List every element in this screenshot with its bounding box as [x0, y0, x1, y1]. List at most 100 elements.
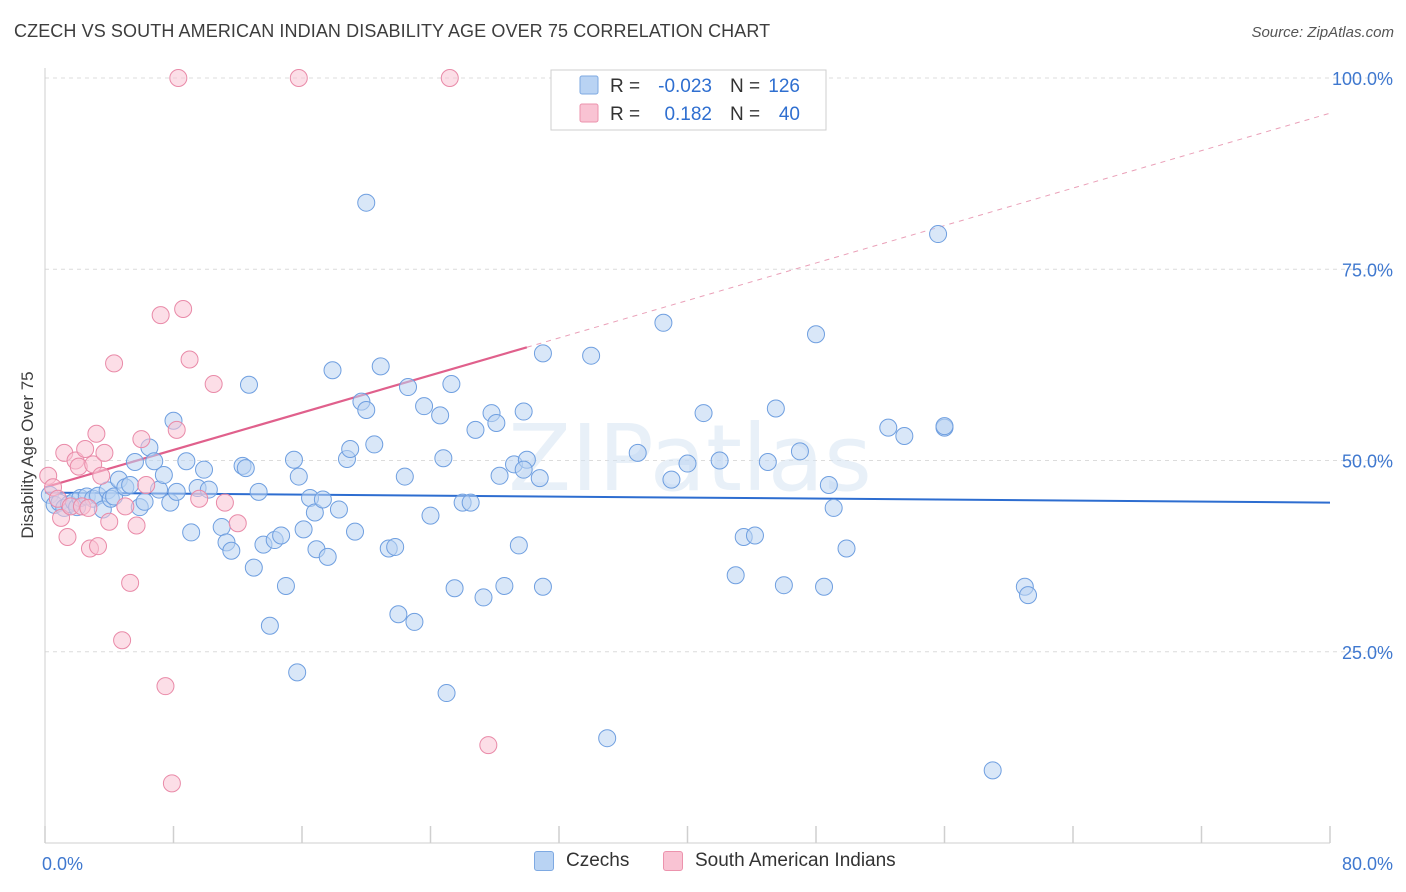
stats-swatch-south-american-indians: [579, 103, 599, 123]
point-czechs: [745, 526, 764, 545]
point-south-american-indians: [89, 537, 108, 556]
legend-label-south-american-indians: South American Indians: [695, 850, 896, 871]
point-czechs: [533, 577, 552, 596]
point-czechs: [490, 466, 509, 485]
point-czechs: [678, 454, 697, 473]
stats-n-label-sai: N =: [730, 104, 760, 125]
trend-line-extension-south-american-indians: [526, 112, 1331, 348]
point-south-american-indians: [100, 512, 119, 531]
stats-n-value-sai: 40: [779, 104, 800, 125]
point-czechs: [495, 576, 514, 595]
chart-title: CZECH VS SOUTH AMERICAN INDIAN DISABILIT…: [14, 21, 771, 41]
trend-line-south-american-indians: [44, 346, 528, 489]
point-czechs: [294, 520, 313, 539]
point-south-american-indians: [116, 497, 135, 516]
point-czechs: [879, 418, 898, 437]
point-south-american-indians: [156, 677, 175, 696]
point-czechs: [758, 453, 777, 472]
point-south-american-indians: [76, 440, 95, 459]
point-czechs: [815, 577, 834, 596]
point-czechs: [125, 453, 144, 472]
stats-n-label-czechs: N =: [730, 76, 760, 97]
point-czechs: [774, 576, 793, 595]
legend: Czechs South American Indians: [0, 850, 1406, 880]
legend-swatch-south-american-indians: [663, 851, 683, 871]
point-south-american-indians: [440, 69, 459, 87]
point-czechs: [399, 378, 418, 397]
point-czechs: [177, 452, 196, 471]
point-czechs: [341, 440, 360, 459]
point-south-american-indians: [87, 424, 106, 443]
point-south-american-indians: [169, 69, 188, 87]
stats-r-value-czechs: -0.023: [658, 76, 712, 97]
point-south-american-indians: [137, 475, 156, 494]
point-czechs: [1019, 586, 1038, 605]
point-czechs: [289, 467, 308, 486]
point-czechs: [405, 612, 424, 631]
stats-n-value-czechs: 126: [768, 76, 800, 97]
point-south-american-indians: [162, 774, 181, 793]
point-south-american-indians: [79, 498, 98, 517]
point-czechs: [395, 467, 414, 486]
point-czechs: [654, 313, 673, 332]
point-czechs: [346, 522, 365, 541]
point-czechs: [212, 518, 231, 537]
point-czechs: [329, 500, 348, 519]
point-czechs: [182, 523, 201, 542]
point-south-american-indians: [58, 528, 77, 546]
point-south-american-indians: [121, 573, 140, 592]
axes: [44, 68, 1331, 844]
point-south-american-indians: [289, 69, 308, 87]
point-czechs: [514, 460, 533, 479]
point-czechs: [121, 475, 140, 494]
y-tick-label: 75.0%: [1342, 260, 1393, 280]
point-czechs: [445, 579, 464, 598]
point-south-american-indians: [105, 354, 124, 373]
point-czechs: [662, 470, 681, 489]
y-tick-label: 50.0%: [1342, 452, 1393, 472]
point-czechs: [790, 442, 809, 461]
point-czechs: [935, 417, 954, 436]
point-czechs: [929, 225, 948, 244]
stats-swatch-czechs: [579, 75, 599, 95]
point-czechs: [239, 375, 258, 394]
point-czechs: [431, 406, 450, 425]
point-south-american-indians: [92, 466, 111, 485]
point-south-american-indians: [127, 516, 146, 535]
point-south-american-indians: [228, 514, 247, 533]
point-south-american-indians: [180, 350, 199, 369]
point-czechs: [357, 193, 376, 212]
point-south-american-indians: [174, 300, 193, 319]
point-czechs: [318, 547, 337, 566]
point-czechs: [766, 399, 785, 418]
point-czechs: [357, 401, 376, 420]
legend-item-czechs: Czechs: [534, 850, 629, 872]
point-czechs: [276, 576, 295, 595]
point-czechs: [389, 605, 408, 624]
point-czechs: [474, 588, 493, 607]
point-czechs: [466, 420, 485, 439]
legend-label-czechs: Czechs: [566, 850, 630, 871]
source-label: Source: ZipAtlas.com: [1251, 24, 1394, 41]
point-czechs: [437, 684, 456, 703]
stats-r-label-sai: R =: [610, 104, 640, 125]
point-czechs: [530, 469, 549, 488]
point-south-american-indians: [151, 306, 170, 325]
point-south-american-indians: [204, 375, 223, 393]
point-czechs: [434, 449, 453, 468]
point-south-american-indians: [190, 489, 209, 508]
point-czechs: [895, 427, 914, 446]
point-czechs: [710, 451, 729, 470]
point-czechs: [487, 414, 506, 433]
point-czechs: [415, 397, 434, 416]
y-tick-label: 25.0%: [1342, 643, 1393, 663]
point-czechs: [167, 482, 186, 501]
point-czechs: [365, 435, 384, 454]
point-czechs: [983, 761, 1002, 780]
stats-r-label-czechs: R =: [610, 76, 640, 97]
point-czechs: [807, 325, 825, 344]
y-tick-label: 100.0%: [1332, 69, 1393, 89]
point-czechs: [726, 566, 745, 585]
point-czechs: [824, 498, 843, 517]
point-czechs: [260, 616, 279, 635]
